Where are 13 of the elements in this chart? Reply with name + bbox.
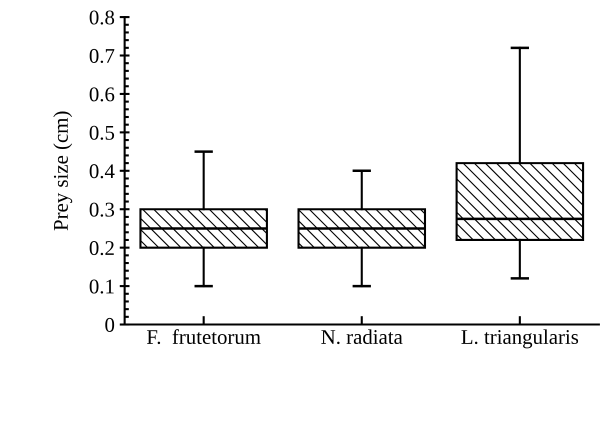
y-tick-label: 0.2	[90, 241, 114, 256]
y-axis-title: Prey size (cm)	[53, 112, 72, 230]
x-tick-label: N. radiata	[321, 329, 403, 344]
y-tick-label: 0.6	[90, 87, 114, 102]
y-tick-label: 0.1	[90, 279, 114, 294]
y-tick-label: 0.5	[90, 126, 114, 140]
x-tick-label: L. triangularis	[461, 329, 578, 348]
y-tick-label: 0	[105, 318, 114, 332]
y-tick-label: 0.3	[90, 202, 114, 217]
y-tick-label: 0.8	[90, 10, 114, 25]
y-tick-label: 0.4	[90, 164, 115, 178]
y-tick-label: 0.7	[90, 48, 114, 64]
x-tick-label: F. frutetorum	[146, 329, 261, 344]
